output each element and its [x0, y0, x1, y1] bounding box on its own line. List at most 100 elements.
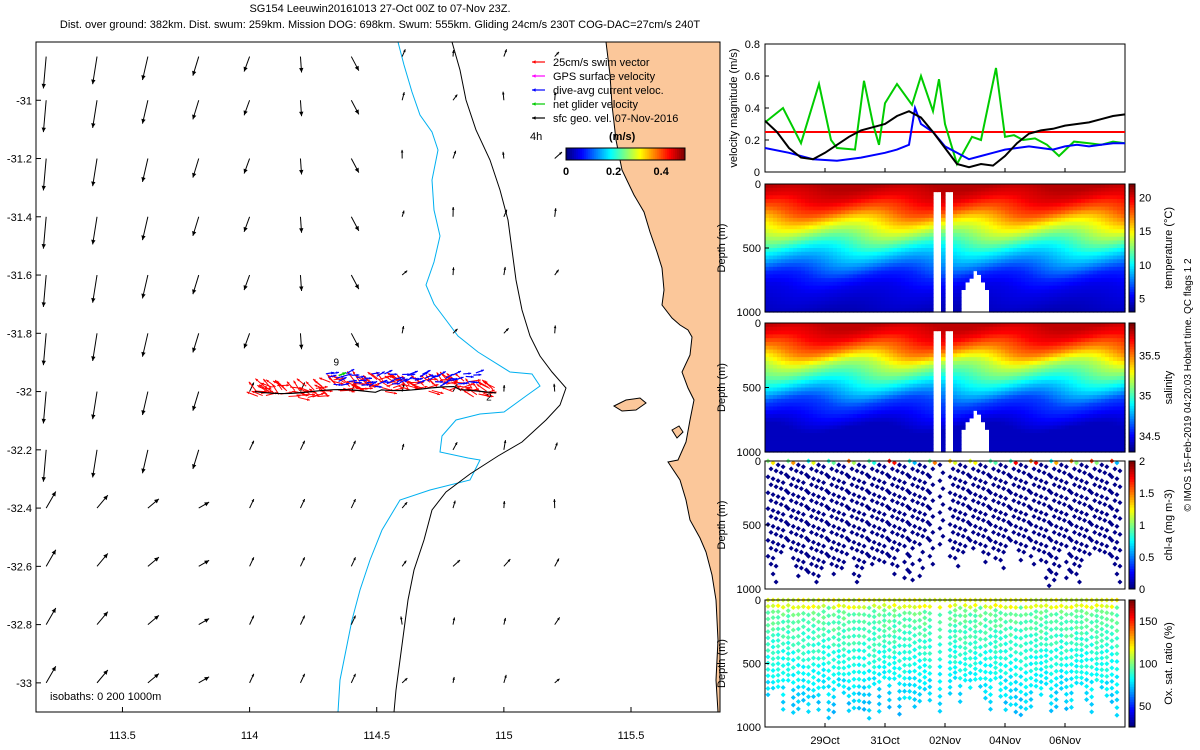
section-cell [929, 398, 934, 404]
section-cell [869, 214, 874, 219]
section-cell [845, 191, 850, 196]
time-label: 4h [530, 131, 542, 143]
section-cell [877, 232, 882, 238]
section-cell [769, 376, 774, 381]
section-cell [941, 334, 946, 339]
section-cell [777, 202, 782, 208]
section-cell [909, 421, 914, 427]
section-cell [845, 240, 850, 245]
section-cell [1065, 217, 1070, 223]
section-cell [1105, 263, 1110, 268]
section-cell [817, 360, 822, 366]
section-cell [805, 300, 810, 306]
section-cell [929, 417, 934, 423]
section-cell [1021, 229, 1026, 234]
colorbar-cell [623, 148, 626, 160]
section-cell [885, 402, 890, 408]
section-cell [1069, 187, 1074, 193]
sfc-velocity-arrow [141, 100, 149, 124]
section-cell [773, 323, 778, 328]
section-cell [901, 199, 906, 204]
section-cell [881, 383, 886, 389]
section-cell [829, 232, 834, 238]
sfc-velocity-arrow [96, 669, 109, 684]
section-cell [769, 248, 774, 253]
section-cell [913, 421, 918, 427]
sfc-velocity-arrow [299, 158, 304, 175]
section-cell [777, 274, 782, 279]
section-cell [893, 289, 898, 294]
section-cell [917, 285, 922, 291]
colorbar-cell [679, 148, 682, 160]
section-cell [889, 433, 894, 438]
section-cell [869, 232, 874, 238]
section-cell [1009, 255, 1014, 260]
section-cell [769, 210, 774, 215]
section-cell [1061, 206, 1066, 211]
section-cell [769, 270, 774, 275]
section-cell [853, 406, 858, 411]
section-cell [1037, 285, 1042, 291]
section-cell [769, 232, 774, 238]
section-cell [801, 368, 806, 373]
section-cell [801, 225, 806, 230]
section-cell [861, 436, 866, 442]
section-cell [1005, 293, 1010, 298]
section-cell [797, 187, 802, 193]
section-cell [817, 338, 822, 343]
section-cell [909, 259, 914, 264]
section-cell [925, 406, 930, 411]
section-cell [1105, 300, 1110, 306]
section-cell [1001, 229, 1006, 234]
section-cell [1017, 240, 1022, 245]
section-cell [989, 274, 994, 279]
section-cell [817, 210, 822, 215]
section-cell [957, 444, 962, 449]
section-cell [917, 244, 922, 249]
section-cell [865, 402, 870, 408]
section-cell [1029, 236, 1034, 242]
section-cell [973, 248, 978, 253]
section-cell [781, 425, 786, 430]
section-cell [889, 395, 894, 400]
section-cell [1093, 255, 1098, 260]
section-cell [1021, 259, 1026, 264]
section-cell [917, 444, 922, 449]
section-cell [889, 263, 894, 268]
section-cell [1049, 221, 1054, 227]
section-cell [913, 383, 918, 389]
section-cell [809, 414, 814, 419]
section-cell [1085, 259, 1090, 264]
section-cell [785, 448, 790, 453]
section-cell [973, 206, 978, 211]
section-cell [1045, 255, 1050, 260]
section-cell [793, 406, 798, 411]
section-cell [865, 387, 870, 392]
section-cell [833, 364, 838, 370]
section-cell [801, 255, 806, 260]
section-cell [773, 296, 778, 302]
section-cell [925, 259, 930, 264]
section-cell [765, 410, 770, 415]
section-cell [901, 341, 906, 347]
section-cell [1097, 184, 1102, 189]
section-cell [797, 421, 802, 427]
section-cell [825, 387, 830, 392]
section-cell [825, 436, 830, 442]
section-cell [905, 225, 910, 230]
section-cell [873, 326, 878, 332]
section-colorbar-cell [1129, 263, 1135, 267]
section-cell [973, 187, 978, 193]
section-cell [913, 202, 918, 208]
section-cell [1057, 304, 1062, 309]
section-cell [869, 259, 874, 264]
section-cell [913, 334, 918, 339]
section-cell [813, 338, 818, 343]
section-cell [889, 326, 894, 332]
section-cell [881, 195, 886, 200]
section-cell [909, 184, 914, 189]
section-cell [849, 433, 854, 438]
swim-vector-arrow [286, 381, 296, 391]
sfc-velocity-arrow [401, 270, 408, 276]
section-cell [773, 376, 778, 381]
